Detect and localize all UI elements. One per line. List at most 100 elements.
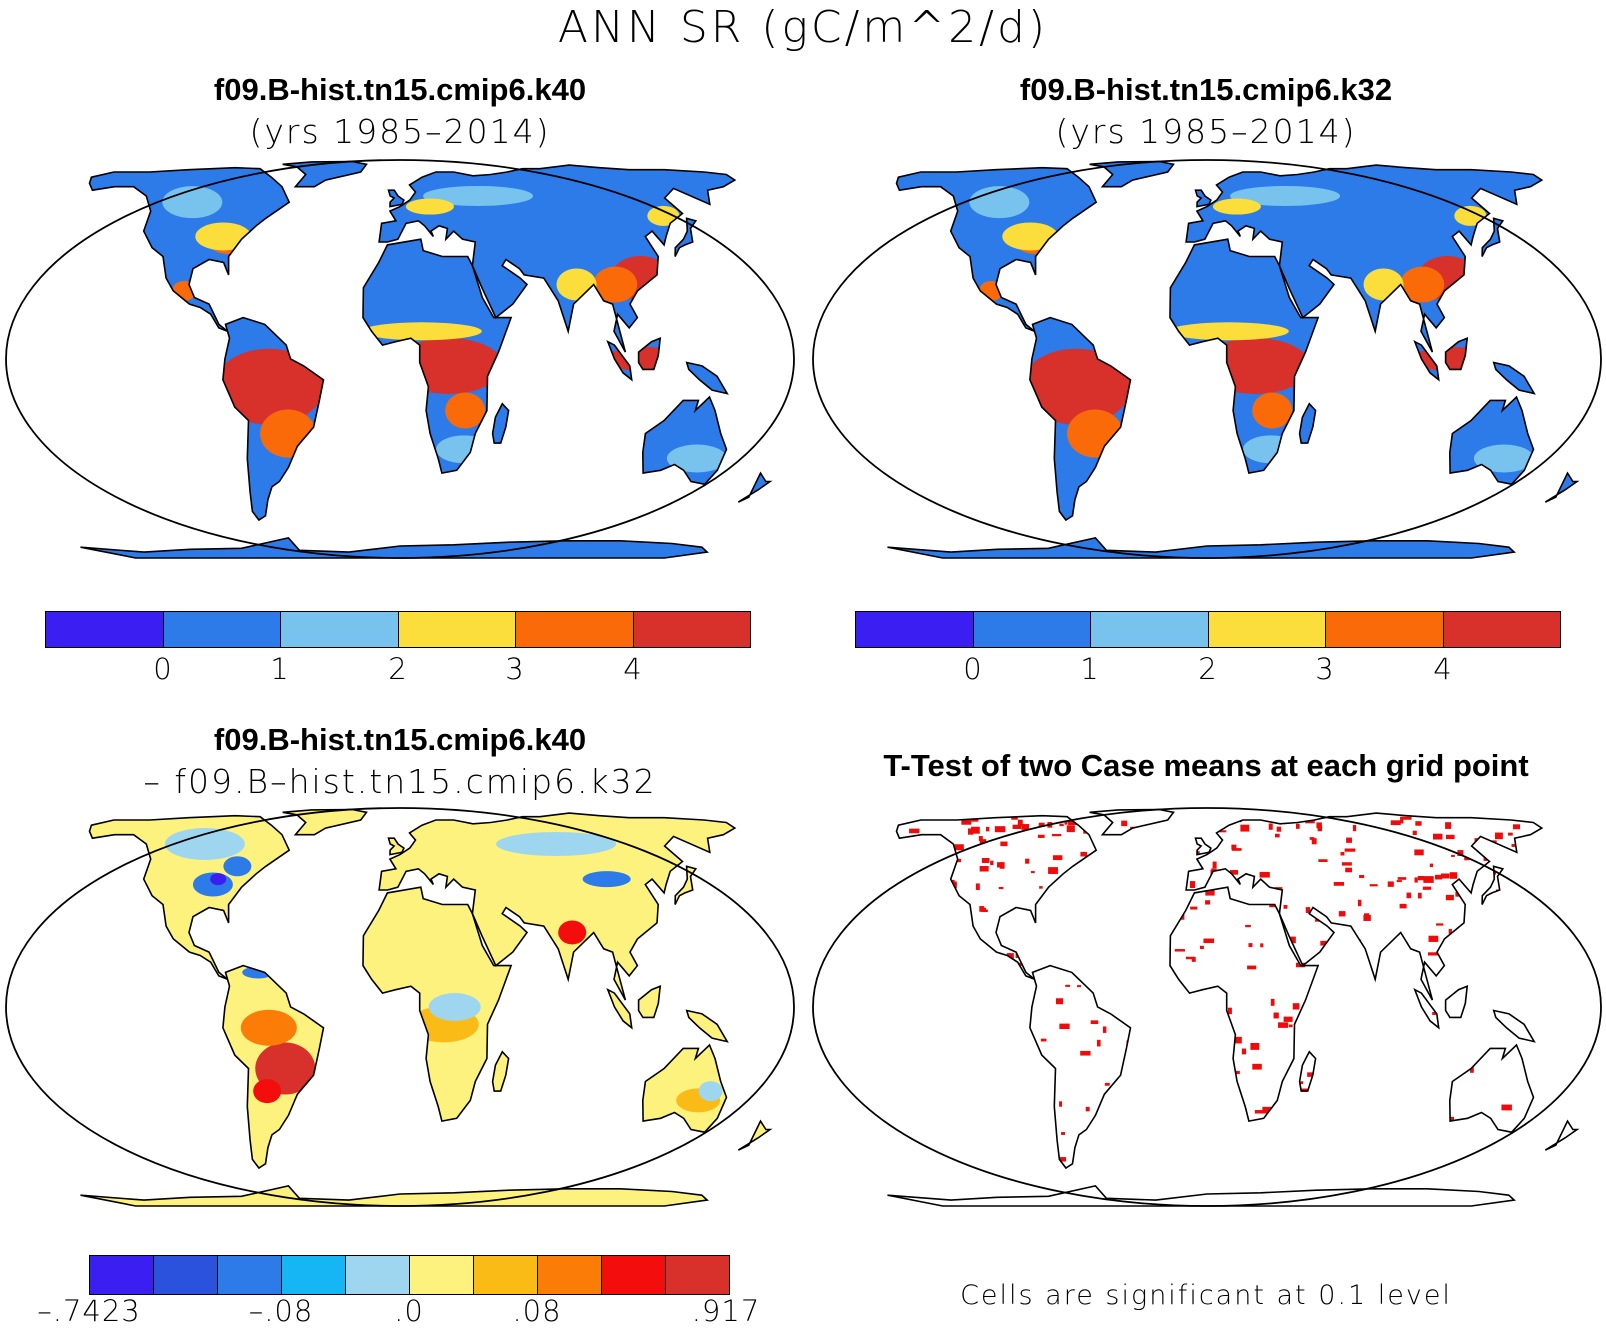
field-patch: [1400, 266, 1445, 303]
colorbar-swatch: [163, 612, 281, 647]
significant-cell: [1444, 1018, 1452, 1024]
significant-cell: [899, 1041, 904, 1047]
coastline: [895, 166, 1098, 333]
significant-cell: [1414, 849, 1424, 856]
significant-cell: [990, 860, 994, 866]
significant-cell: [868, 1121, 877, 1126]
significant-cell: [1169, 1018, 1179, 1026]
significant-cell: [1410, 1078, 1414, 1083]
significant-cell: [895, 1158, 906, 1166]
coastline: [737, 1119, 773, 1151]
significant-cell: [1505, 1169, 1512, 1174]
significant-cell: [1185, 956, 1195, 960]
significant-cell: [852, 1085, 856, 1089]
coastline: [685, 361, 729, 395]
significant-cell: [1335, 1063, 1345, 1068]
significant-cell: [1132, 1106, 1139, 1109]
significant-cell: [1132, 1074, 1140, 1077]
significant-cell: [1007, 968, 1019, 971]
significant-cell: [1096, 1039, 1101, 1047]
significant-cell: [1192, 1145, 1203, 1153]
significant-cell: [949, 1099, 957, 1102]
significant-cell: [1469, 1161, 1476, 1167]
landmass-eurasia: [1186, 813, 1542, 1001]
significant-cell: [1315, 1094, 1327, 1099]
significant-cell: [1068, 821, 1078, 826]
significant-cell: [891, 919, 897, 927]
coastline: [1029, 316, 1132, 522]
landmass-uk: [1195, 838, 1211, 855]
coastline: [88, 166, 291, 333]
significant-cell: [927, 1095, 932, 1099]
significant-cell: [1457, 850, 1464, 857]
coastline: [222, 964, 325, 1170]
significant-cell: [1444, 1111, 1450, 1116]
significant-cell: [1038, 822, 1045, 827]
panel1-title: f09.B-hist.tn15.cmip6.k40: [213, 72, 587, 107]
significant-cell: [942, 1093, 949, 1097]
significant-cell: [1193, 817, 1205, 820]
significant-cell: [1181, 825, 1191, 829]
significant-cell: [1283, 1016, 1293, 1022]
field-patch: [423, 185, 534, 206]
coastline: [1444, 984, 1469, 1019]
significant-cell: [994, 826, 1006, 833]
significant-cell: [1080, 1050, 1091, 1056]
coastline: [1185, 164, 1544, 353]
significant-cell: [1178, 837, 1187, 842]
significant-cell: [1556, 1049, 1561, 1052]
significant-cell: [1150, 1135, 1158, 1141]
significant-cell: [1541, 1120, 1549, 1124]
field-patch: [1212, 198, 1261, 215]
significant-cell: [852, 1058, 860, 1060]
significant-cell: [1365, 1000, 1371, 1003]
field-patch: [1454, 205, 1487, 226]
significant-cell: [1485, 980, 1493, 983]
significant-cell: [1429, 863, 1434, 868]
panel2-colorbar: [855, 611, 1561, 648]
significant-cell: [1031, 1074, 1038, 1081]
significant-cell: [964, 1122, 971, 1126]
significant-cell: [1306, 1137, 1311, 1144]
significant-cell: [978, 1114, 989, 1118]
significant-cell: [1205, 889, 1215, 896]
significant-cell: [1448, 928, 1452, 934]
significant-cell: [1231, 844, 1237, 850]
significant-cell: [1399, 903, 1407, 909]
significant-cell: [1018, 1009, 1024, 1015]
significant-cell: [1345, 867, 1353, 873]
significant-cell: [1120, 901, 1131, 905]
panel3-tick-label: .917: [691, 1294, 761, 1328]
significant-cell: [911, 885, 921, 889]
coastline: [378, 164, 737, 353]
significant-cell: [1512, 824, 1521, 830]
significant-cell: [899, 1064, 910, 1070]
significant-cell: [1547, 921, 1555, 928]
coastline: [1029, 964, 1132, 1170]
significant-cell: [1344, 1027, 1349, 1032]
significant-cell: [986, 1156, 997, 1163]
significant-cell: [932, 1107, 938, 1110]
colorbar-swatch: [46, 612, 164, 647]
significant-cell: [1080, 851, 1088, 857]
significant-cell: [1215, 830, 1227, 833]
significant-cell: [1066, 825, 1075, 833]
significant-cell: [1211, 868, 1217, 873]
significant-cell: [1433, 1033, 1439, 1041]
significant-cell: [1281, 815, 1291, 820]
significant-cell: [1150, 849, 1159, 854]
field-patch: [647, 205, 680, 226]
panel2-tick-label: 3: [1315, 652, 1335, 686]
significant-cell: [1473, 942, 1479, 945]
significant-cell: [1379, 975, 1385, 982]
significant-cell: [1495, 1169, 1502, 1173]
significant-cell: [1059, 1101, 1063, 1107]
significant-cell: [1148, 1132, 1155, 1137]
significant-cell: [909, 1153, 916, 1159]
significant-cell: [979, 839, 987, 844]
significant-cell: [1527, 1054, 1534, 1057]
panel2-tick-label: 4: [1433, 652, 1453, 686]
coastline: [1444, 336, 1469, 371]
significant-cell: [969, 818, 979, 822]
significant-cell: [1445, 834, 1455, 840]
